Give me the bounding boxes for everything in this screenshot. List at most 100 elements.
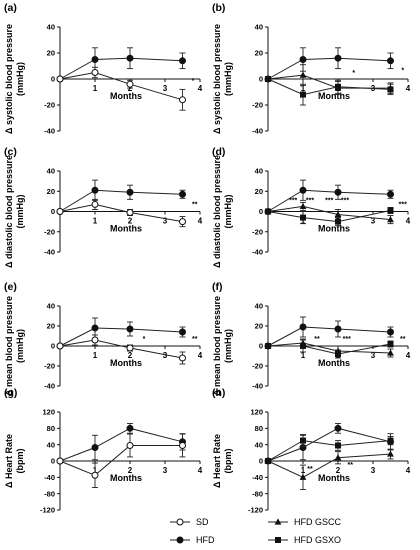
y-axis-label-a: Δ systolic blood pressure: [4, 24, 14, 134]
y-tick-label-f: 40: [255, 302, 263, 311]
x-tick-label-h: 4: [406, 466, 411, 475]
legend-label-sd: SD: [196, 517, 209, 527]
point-hfd: [91, 186, 99, 194]
point-hfd-gscc: [299, 473, 307, 480]
significance-mark-h: **: [348, 462, 354, 469]
point-sd: [56, 75, 64, 83]
point-hfd-gscc: [387, 349, 394, 356]
x-tick-label-c: 2: [128, 217, 133, 226]
point-hfd-gsxo: [300, 91, 306, 98]
point-hfd: [334, 325, 342, 333]
point-hfd-gscc: [334, 454, 342, 461]
point-hfd: [91, 324, 99, 332]
x-axis-label-b: Months: [318, 91, 350, 101]
y-axis-label-g: Δ Heart Rate: [4, 434, 14, 488]
x-tick-label-g: 3: [163, 466, 168, 475]
point-hfd: [126, 424, 134, 432]
point-hfd-gscc: [334, 210, 342, 218]
y-axis-label-c: Δ diastolic blood pressure: [4, 155, 14, 268]
point-hfd-gscc: [299, 71, 307, 78]
y-tick-label-g: 0: [51, 457, 55, 466]
y-tick-label-c: -40: [44, 248, 55, 257]
point-hfd-gsxo: [300, 343, 306, 349]
y-tick-label-f: 20: [255, 322, 263, 331]
significance-mark-e: **: [192, 336, 198, 343]
panel-label-f: (f): [212, 281, 223, 293]
series-line-hfd-gscc: [267, 342, 391, 354]
point-sd: [179, 218, 186, 226]
y-tick-label-e: -20: [44, 362, 55, 371]
y-axis-unit-f: (mmHg): [223, 329, 233, 363]
significance-mark-b: *: [352, 70, 355, 77]
significance-mark-d: ***: [325, 197, 333, 204]
point-sd: [91, 200, 99, 208]
y-tick-label-c: 20: [47, 187, 55, 196]
series-line-hfd-gsxo: [268, 343, 391, 355]
y-axis-unit-h: (bpm): [223, 449, 233, 474]
y-tick-label-b: 20: [255, 49, 263, 58]
y-axis-unit-d: (mmHg): [223, 195, 233, 229]
series-line-sd: [59, 71, 183, 101]
point-hfd: [334, 54, 342, 62]
x-tick-label-f: 1: [301, 351, 306, 360]
y-axis-unit-a: (mmHg): [15, 62, 25, 96]
y-tick-label-d: 0: [259, 207, 263, 216]
significance-mark-d: ***: [341, 197, 349, 204]
series-line-hfd-gscc: [267, 453, 391, 478]
series-line-hfd-gscc: [267, 205, 391, 221]
x-tick-label-d: 3: [371, 217, 376, 226]
y-axis-label-b: Δ systolic blood pressure: [212, 24, 222, 134]
panel-label-a: (a): [4, 2, 17, 14]
y-tick-label-g: -80: [44, 489, 55, 498]
point-hfd: [126, 188, 134, 196]
x-tick-label-c: 1: [93, 217, 98, 226]
y-axis-unit-e: (mmHg): [15, 329, 25, 363]
x-tick-label-f: 3: [371, 351, 376, 360]
panel-label-d: (d): [212, 146, 225, 158]
series-line-hfd: [267, 326, 391, 347]
y-tick-label-a: 40: [47, 23, 55, 32]
y-tick-label-h: 80: [255, 424, 263, 433]
y-tick-label-g: 40: [47, 440, 55, 449]
y-tick-label-b: -40: [252, 127, 263, 136]
series-line-sd: [59, 203, 183, 223]
point-hfd-gsxo: [300, 437, 306, 444]
point-hfd: [299, 186, 307, 194]
legend-marker-hfd-gsxo: [275, 537, 281, 543]
y-axis-label-h: Δ Heart Rate: [212, 434, 222, 488]
panel-label-h: (h): [212, 387, 225, 399]
point-hfd-gsxo: [335, 351, 341, 357]
y-tick-label-e: -40: [44, 382, 55, 391]
point-hfd: [179, 328, 186, 336]
point-sd: [179, 354, 186, 362]
y-axis-label-e: Δ mean blood pressure: [4, 296, 14, 396]
significance-mark-a: *: [192, 78, 195, 85]
x-tick-label-a: 3: [163, 84, 168, 93]
point-hfd-gsxo: [265, 343, 271, 349]
x-axis-label-d: Months: [318, 224, 350, 234]
series-line-hfd: [59, 189, 183, 212]
y-tick-label-e: 0: [51, 342, 55, 351]
y-axis-unit-g: (bpm): [15, 449, 25, 474]
x-tick-label-a: 1: [93, 84, 98, 93]
x-tick-label-e: 4: [198, 351, 203, 360]
significance-mark-f: ***: [343, 336, 351, 343]
x-axis-label-f: Months: [318, 358, 350, 368]
x-tick-label-h: 2: [336, 466, 341, 475]
series-line-hfd: [59, 427, 183, 462]
series-line-sd: [59, 444, 183, 476]
y-tick-label-d: 40: [255, 167, 263, 176]
y-tick-label-a: 0: [51, 75, 55, 84]
y-tick-label-g: 120: [42, 408, 55, 417]
panel-label-c: (c): [4, 146, 17, 158]
point-sd: [179, 96, 186, 104]
x-axis-label-h: Months: [318, 473, 350, 483]
y-tick-label-b: -20: [252, 101, 263, 110]
y-tick-label-f: -20: [252, 362, 263, 371]
point-hfd: [179, 57, 186, 65]
point-sd: [91, 69, 99, 76]
series-line-hfd-gsxo: [267, 440, 391, 462]
x-tick-label-f: 4: [406, 351, 411, 360]
x-tick-label-b: 4: [406, 84, 411, 93]
y-axis-unit-b: (mmHg): [223, 62, 233, 96]
